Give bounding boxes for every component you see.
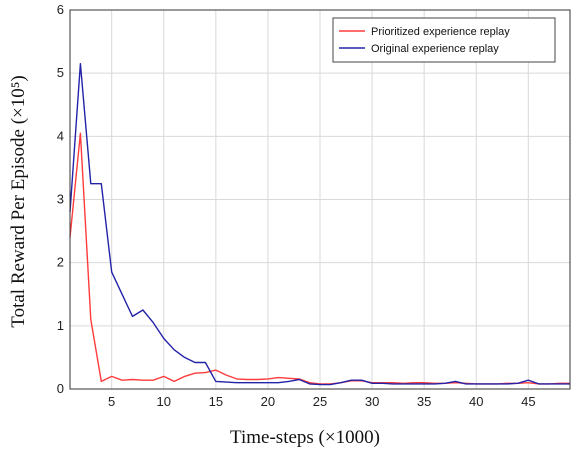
legend: Prioritized experience replay Original e… bbox=[332, 17, 556, 63]
legend-box bbox=[332, 17, 556, 63]
x-tick-label: 20 bbox=[261, 394, 275, 409]
x-axis-title: Time-steps (×1000) bbox=[230, 427, 380, 448]
x-tick-label: 15 bbox=[209, 394, 223, 409]
plot-frame bbox=[69, 9, 571, 390]
x-tick-label: 35 bbox=[417, 394, 431, 409]
x-tick-label: 25 bbox=[313, 394, 327, 409]
x-tick-label: 30 bbox=[365, 394, 379, 409]
y-axis-title: Total Reward Per Episode (×10⁵) bbox=[8, 75, 29, 327]
y-tick-label: 6 bbox=[57, 2, 64, 17]
y-tick-label: 1 bbox=[57, 318, 64, 333]
legend-label-prioritized: Prioritized experience replay bbox=[371, 26, 510, 38]
x-tick-label: 45 bbox=[521, 394, 535, 409]
series-line-original bbox=[69, 63, 570, 386]
y-tick-label: 0 bbox=[57, 381, 64, 396]
x-tick-label: 10 bbox=[157, 394, 171, 409]
series-group bbox=[69, 63, 570, 386]
y-tick-label: 3 bbox=[57, 192, 64, 207]
grid bbox=[70, 9, 570, 390]
x-tick-label: 5 bbox=[108, 394, 115, 409]
legend-label-original: Original experience replay bbox=[371, 43, 499, 55]
x-tick-label: 40 bbox=[469, 394, 483, 409]
y-tick-label: 4 bbox=[57, 128, 64, 143]
y-tick-label: 2 bbox=[57, 255, 64, 270]
y-tick-label: 5 bbox=[57, 65, 64, 80]
